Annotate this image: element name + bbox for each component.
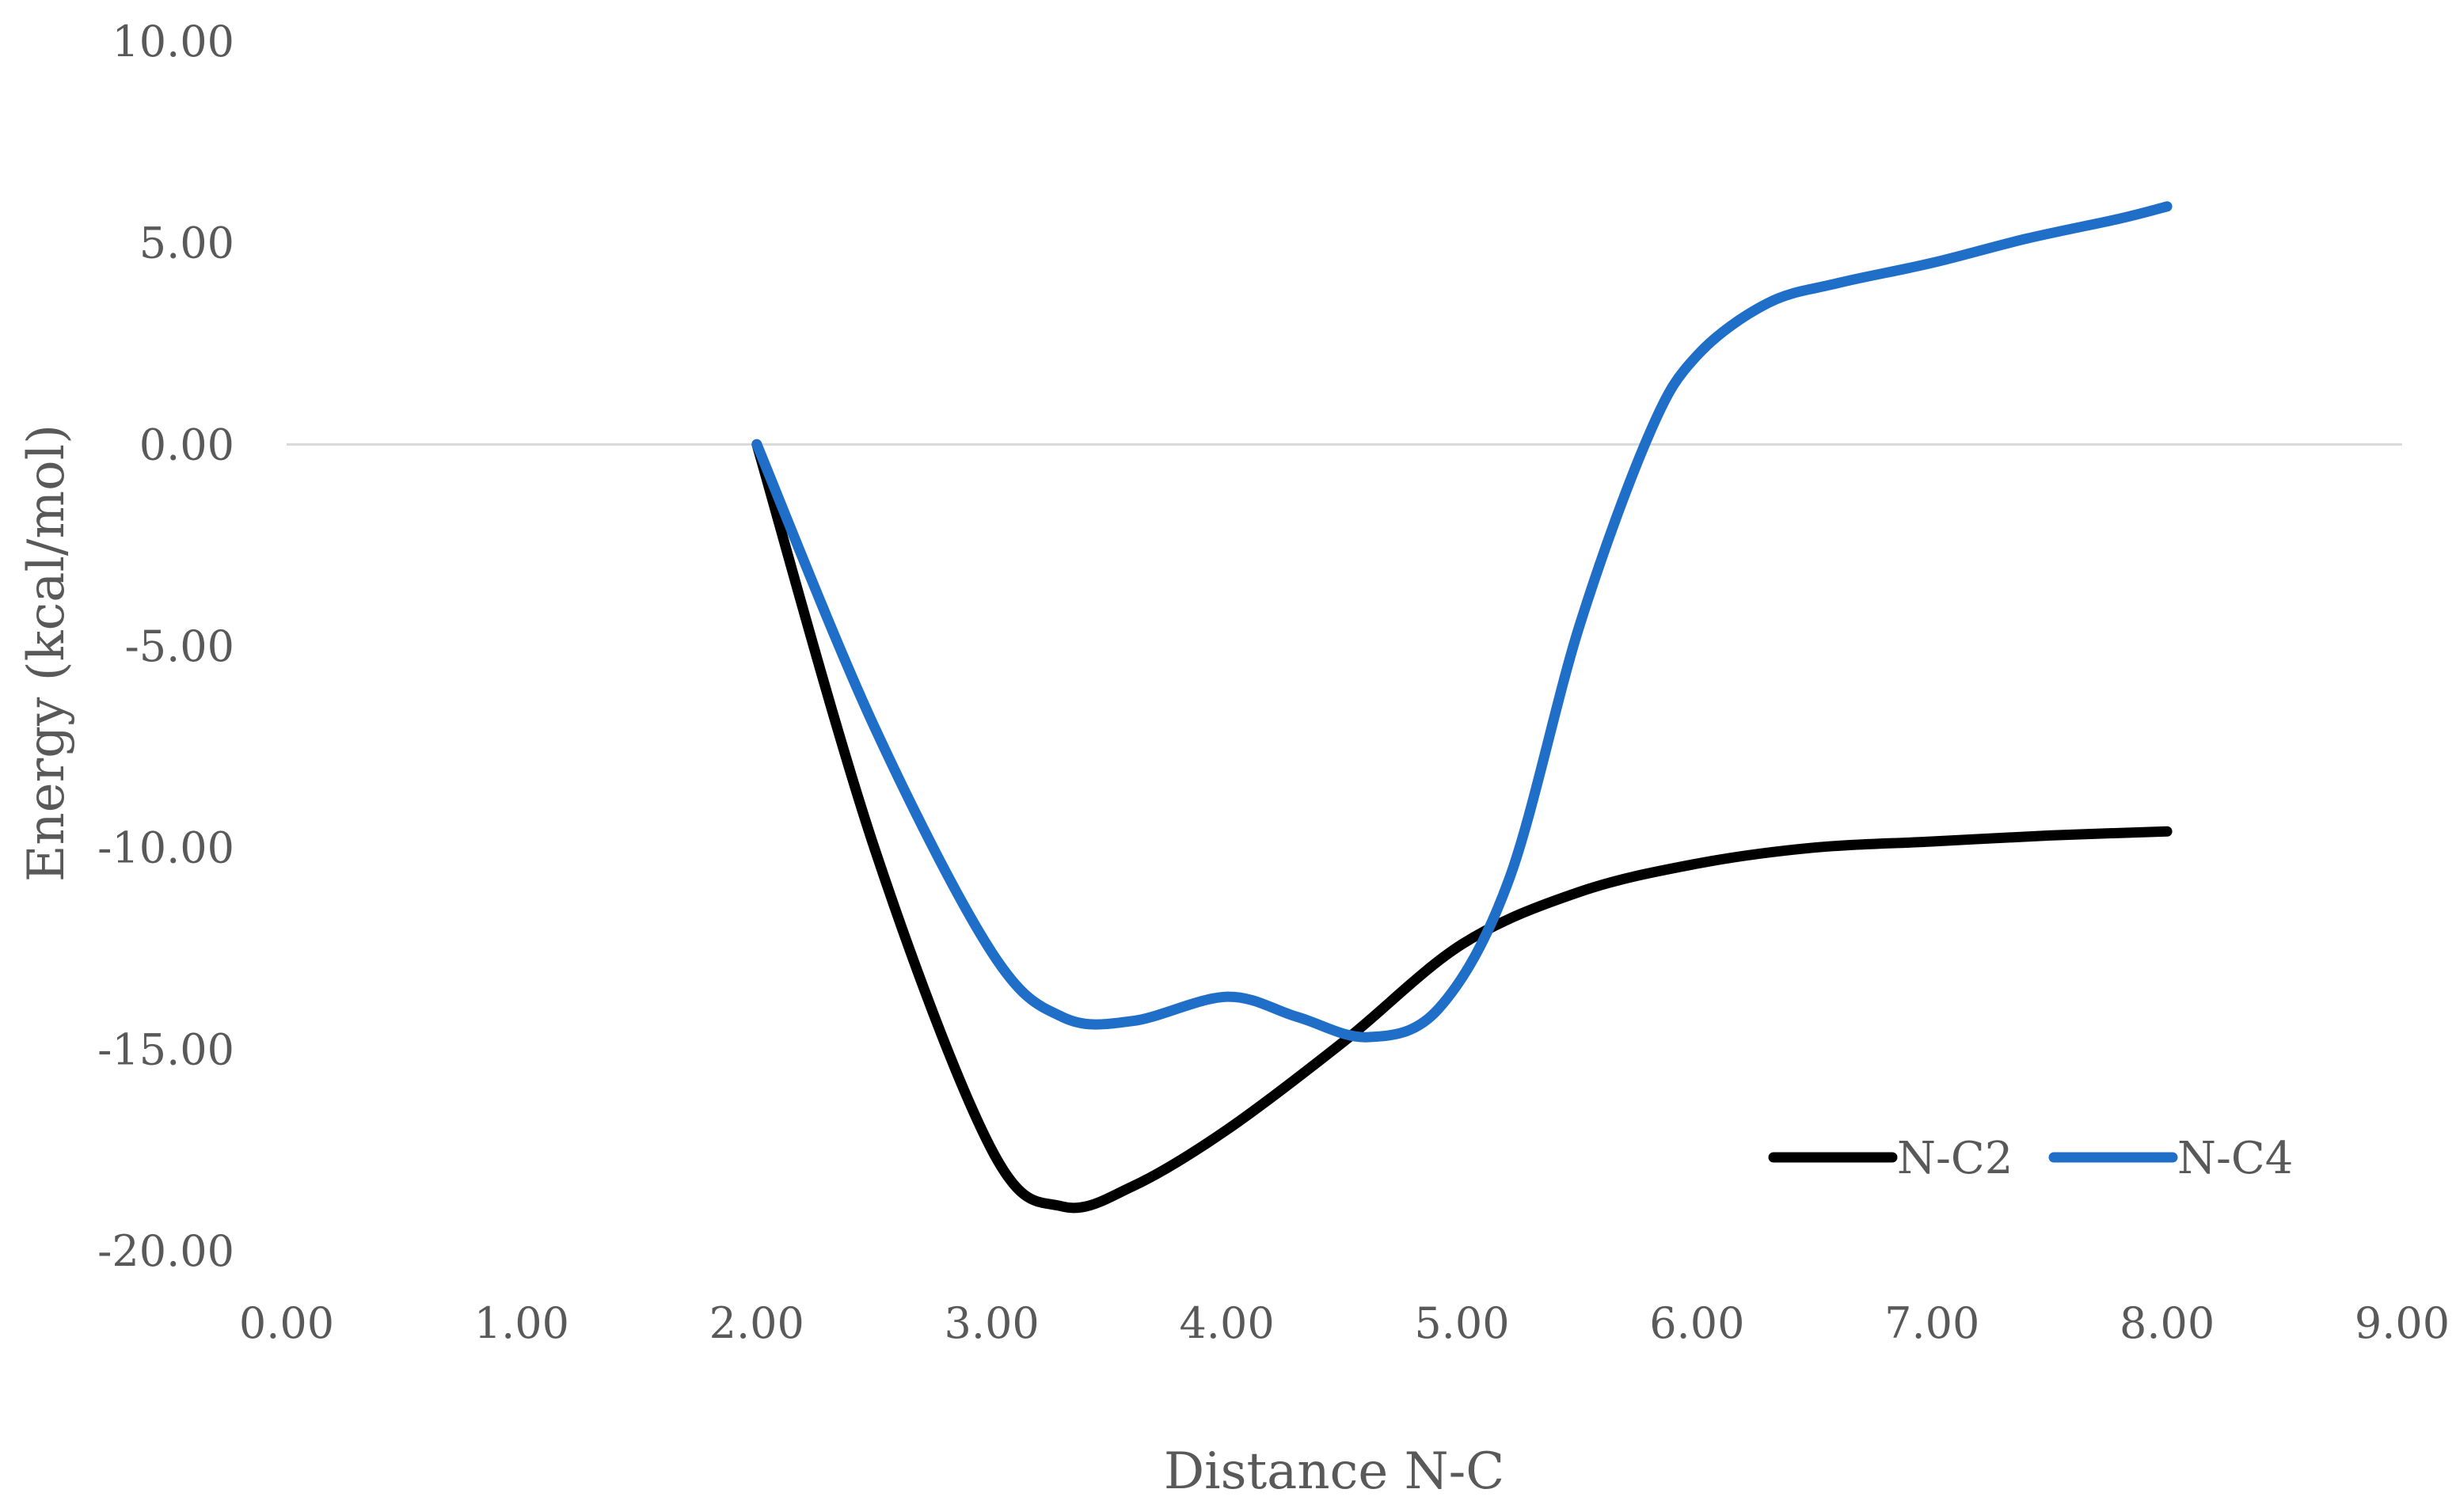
x-tick-label: 7.00 — [1884, 1298, 1979, 1348]
y-tick-label: -10.00 — [97, 823, 234, 873]
x-tick-label: 6.00 — [1649, 1298, 1744, 1348]
y-tick-label: 5.00 — [139, 218, 234, 268]
x-tick-labels: 0.00 1.00 2.00 3.00 4.00 5.00 6.00 7.00 8.00 9.00 — [239, 1298, 2450, 1348]
y-tick-label: -15.00 — [97, 1024, 234, 1074]
y-tick-label: 0.00 — [139, 420, 234, 469]
x-tick-label: 5.00 — [1414, 1298, 1509, 1348]
x-axis-title: Distance N-C — [1164, 1442, 1504, 1501]
y-tick-label: 10.00 — [112, 17, 234, 66]
legend: N-C2 N-C4 — [1768, 1133, 2293, 1184]
x-tick-label: 8.00 — [2120, 1298, 2215, 1348]
x-tick-label: 4.00 — [1179, 1298, 1274, 1348]
series-line-n-c4 — [751, 201, 2173, 1043]
x-tick-label: 9.00 — [2355, 1298, 2450, 1348]
y-tick-labels: 10.00 5.00 0.00 -5.00 -10.00 -15.00 -20.00 — [97, 17, 234, 1276]
legend-label-n-c2: N-C2 — [1897, 1133, 2013, 1184]
series-line-n-c2 — [751, 439, 2173, 1214]
x-tick-label: 3.00 — [945, 1298, 1040, 1348]
y-tick-label: -5.00 — [125, 621, 234, 671]
y-axis-title: Energy (kcal/mol) — [17, 424, 76, 882]
x-tick-label: 2.00 — [709, 1298, 804, 1348]
x-tick-label: 1.00 — [474, 1298, 569, 1348]
y-tick-label: -20.00 — [97, 1226, 234, 1276]
x-tick-label: 0.00 — [239, 1298, 334, 1348]
legend-label-n-c4: N-C4 — [2177, 1133, 2293, 1184]
series-lines — [751, 201, 2173, 1214]
